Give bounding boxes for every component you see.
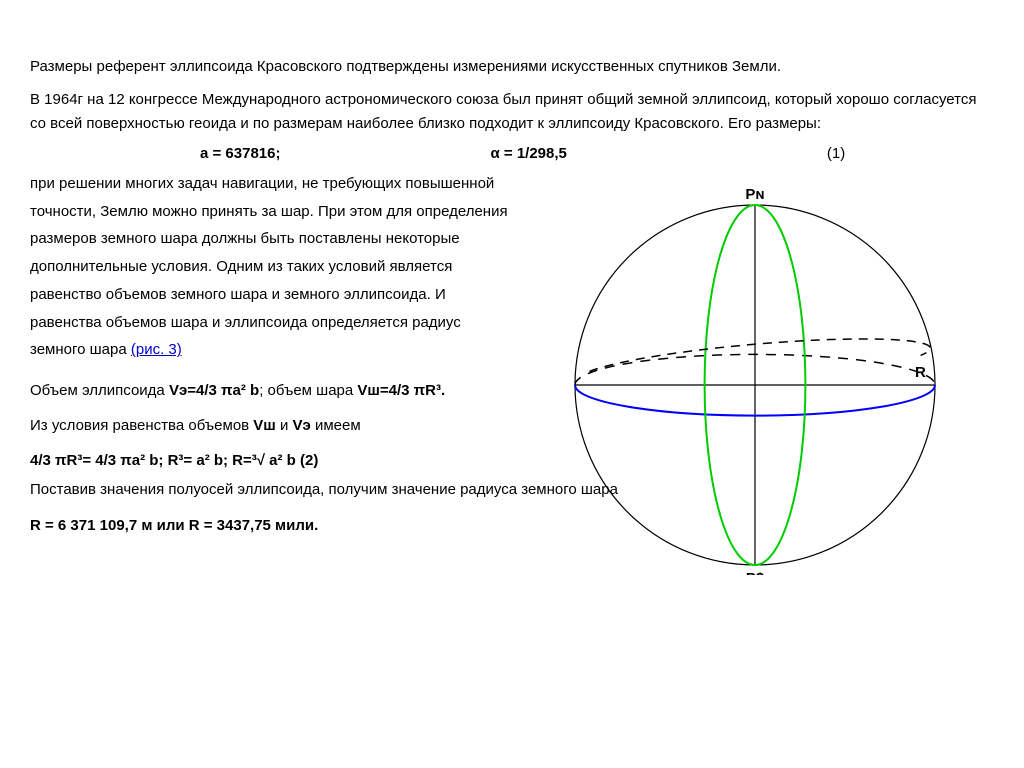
mid-text: при решении многих задач навигации, не т… <box>30 170 510 364</box>
cond-and: и <box>276 417 293 434</box>
formula-row: a = 637816; α = 1/298,5 (1) <box>30 145 994 162</box>
figure-link[interactable]: (рис. 3) <box>131 341 182 358</box>
svg-text:Pɴ: Pɴ <box>745 186 764 203</box>
vol-sep: ; объем шара <box>259 382 357 399</box>
cond-prefix: Из условия равенства объемов <box>30 417 253 434</box>
intro-paragraph-2: В 1964г на 12 конгрессе Международного а… <box>30 88 994 135</box>
intro-paragraph-1: Размеры референт эллипсоида Красовского … <box>30 55 994 78</box>
svg-text:R: R <box>915 364 926 381</box>
vol-sphere: Vш=4/3 πR³. <box>357 382 445 399</box>
vol-prefix: Объем эллипсоида <box>30 382 169 399</box>
formula-a: a = 637816; <box>200 145 281 162</box>
mid-text-body: при решении многих задач навигации, не т… <box>30 175 508 359</box>
formula-alpha: α = 1/298,5 <box>491 145 567 162</box>
cond-ve: Vэ <box>293 417 311 434</box>
sphere-diagram: Pɴ P$ R <box>525 175 985 575</box>
vol-ellipsoid: Vэ=4/3 πa² b <box>169 382 259 399</box>
formula-number: (1) <box>827 145 845 162</box>
cond-vs: Vш <box>253 417 276 434</box>
cond-suffix: имеем <box>311 417 361 434</box>
svg-text:P$: P$ <box>746 570 765 575</box>
